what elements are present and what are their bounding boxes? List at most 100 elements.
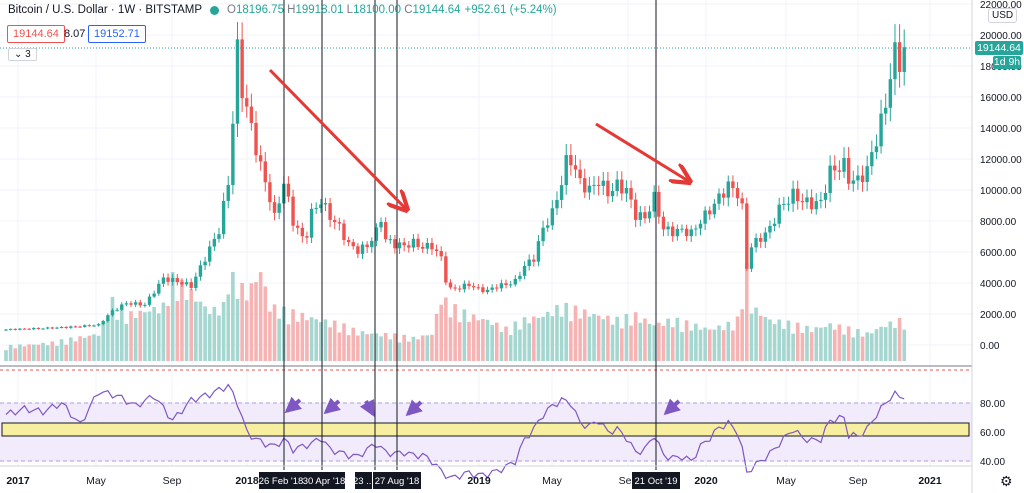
- volume-bar: [18, 344, 22, 361]
- candle-body: [346, 240, 351, 243]
- volume-bar: [740, 309, 744, 361]
- volume-bar: [397, 342, 402, 361]
- volume-bar: [731, 330, 735, 361]
- candle-body: [666, 226, 670, 230]
- volume-bar: [522, 317, 527, 361]
- price-tick-label: 22000.00: [980, 0, 1022, 11]
- indicator-collapse-toggle[interactable]: ⌄ 3: [8, 48, 37, 61]
- sell-price-button[interactable]: 19144.64: [7, 25, 65, 43]
- rsi-tick-label: 60.00: [980, 428, 1005, 439]
- volume-bar: [870, 333, 874, 361]
- visibility-eye-icon[interactable]: [210, 5, 220, 15]
- candle-body: [508, 284, 513, 286]
- candle-body: [143, 304, 147, 306]
- candle-body: [421, 246, 425, 249]
- candle-body: [772, 223, 777, 227]
- volume-bar: [800, 332, 805, 361]
- candle-body: [902, 47, 906, 72]
- price-axis[interactable]: [972, 0, 1024, 493]
- candle-body: [64, 326, 68, 328]
- candle-body: [550, 208, 555, 226]
- volume-bar: [198, 301, 203, 361]
- volume-bar: [629, 325, 633, 361]
- volume-bar: [295, 321, 300, 361]
- candle-body: [32, 327, 36, 330]
- volume-bar: [207, 314, 212, 361]
- bar-countdown-label: 1d 9h: [993, 56, 1021, 69]
- volume-bar: [842, 334, 846, 361]
- volume-bar: [596, 315, 601, 361]
- volume-bar: [494, 322, 499, 361]
- volume-bar: [152, 307, 156, 361]
- candle-body: [851, 180, 855, 184]
- volume-bar: [805, 325, 809, 361]
- candle-body: [740, 198, 744, 204]
- candle-body: [133, 302, 138, 305]
- volume-bar: [712, 329, 717, 361]
- candle-body: [777, 204, 781, 224]
- candlestick-series[interactable]: [4, 22, 906, 331]
- candle-body: [430, 242, 434, 250]
- volume-bar: [615, 316, 619, 361]
- volume-bar: [416, 339, 420, 361]
- buy-price-button[interactable]: 19152.71: [88, 25, 146, 43]
- candle-body: [370, 240, 374, 248]
- candle-body: [897, 42, 902, 72]
- volume-bar: [865, 332, 869, 361]
- volume-bar: [110, 296, 115, 361]
- candle-body: [295, 225, 300, 228]
- candle-body: [583, 178, 587, 193]
- volume-bar: [624, 313, 629, 361]
- candle-body: [731, 181, 735, 189]
- rsi-arrow-5[interactable]: [663, 398, 681, 416]
- volume-bar: [411, 336, 416, 361]
- volume-bar: [569, 321, 573, 361]
- volume-bar: [698, 329, 703, 361]
- rsi-arrow-4[interactable]: [405, 399, 423, 417]
- rsi-arrow-1[interactable]: [284, 396, 302, 414]
- candle-body: [110, 310, 115, 316]
- rsi-arrow-3[interactable]: [359, 398, 375, 417]
- candle-body: [78, 326, 82, 328]
- symbol-title[interactable]: Bitcoin / U.S. Dollar · 1W · BITSTAMP: [8, 4, 203, 16]
- rsi-line: [5, 383, 905, 480]
- volume-bar: [119, 306, 124, 361]
- volume-bar: [161, 302, 166, 361]
- gear-icon[interactable]: ⚙: [1000, 473, 1013, 489]
- volume-bar: [587, 316, 592, 361]
- candle-body: [226, 185, 230, 201]
- trend-arrow-2019[interactable]: [595, 122, 690, 182]
- volume-bar: [684, 320, 689, 361]
- vertical-marker-lines[interactable]: [283, 0, 657, 470]
- candle-body: [874, 146, 879, 153]
- volume-bar: [383, 333, 388, 361]
- candle-body: [383, 222, 388, 240]
- vertical-marker-label-bg: [632, 472, 680, 489]
- candle-body: [374, 227, 379, 241]
- volume-bar: [457, 322, 462, 361]
- candle-body: [180, 282, 184, 285]
- candle-body: [124, 303, 129, 305]
- rsi-arrow-2[interactable]: [323, 397, 341, 415]
- rsi-callout-arrows[interactable]: [284, 396, 681, 417]
- candle-body: [245, 98, 249, 107]
- volume-bar: [319, 322, 323, 361]
- volume-bar: [814, 327, 819, 361]
- volume-bar: [532, 316, 536, 361]
- volume-bar: [156, 313, 161, 361]
- volume-bar: [351, 327, 356, 361]
- rsi-support-zone[interactable]: [1, 422, 970, 437]
- candle-body: [92, 325, 96, 327]
- currency-label[interactable]: USD: [988, 8, 1018, 23]
- candle-body: [606, 180, 610, 197]
- volume-bar: [610, 324, 615, 361]
- time-tick-label: Sep: [163, 475, 182, 487]
- candle-body: [541, 227, 545, 242]
- candle-body: [481, 287, 485, 293]
- volume-bar: [240, 282, 244, 361]
- trend-arrow-2018[interactable]: [268, 68, 407, 210]
- volume-bar: [277, 318, 281, 361]
- volume-bar: [388, 339, 393, 361]
- volume-bar: [115, 319, 119, 361]
